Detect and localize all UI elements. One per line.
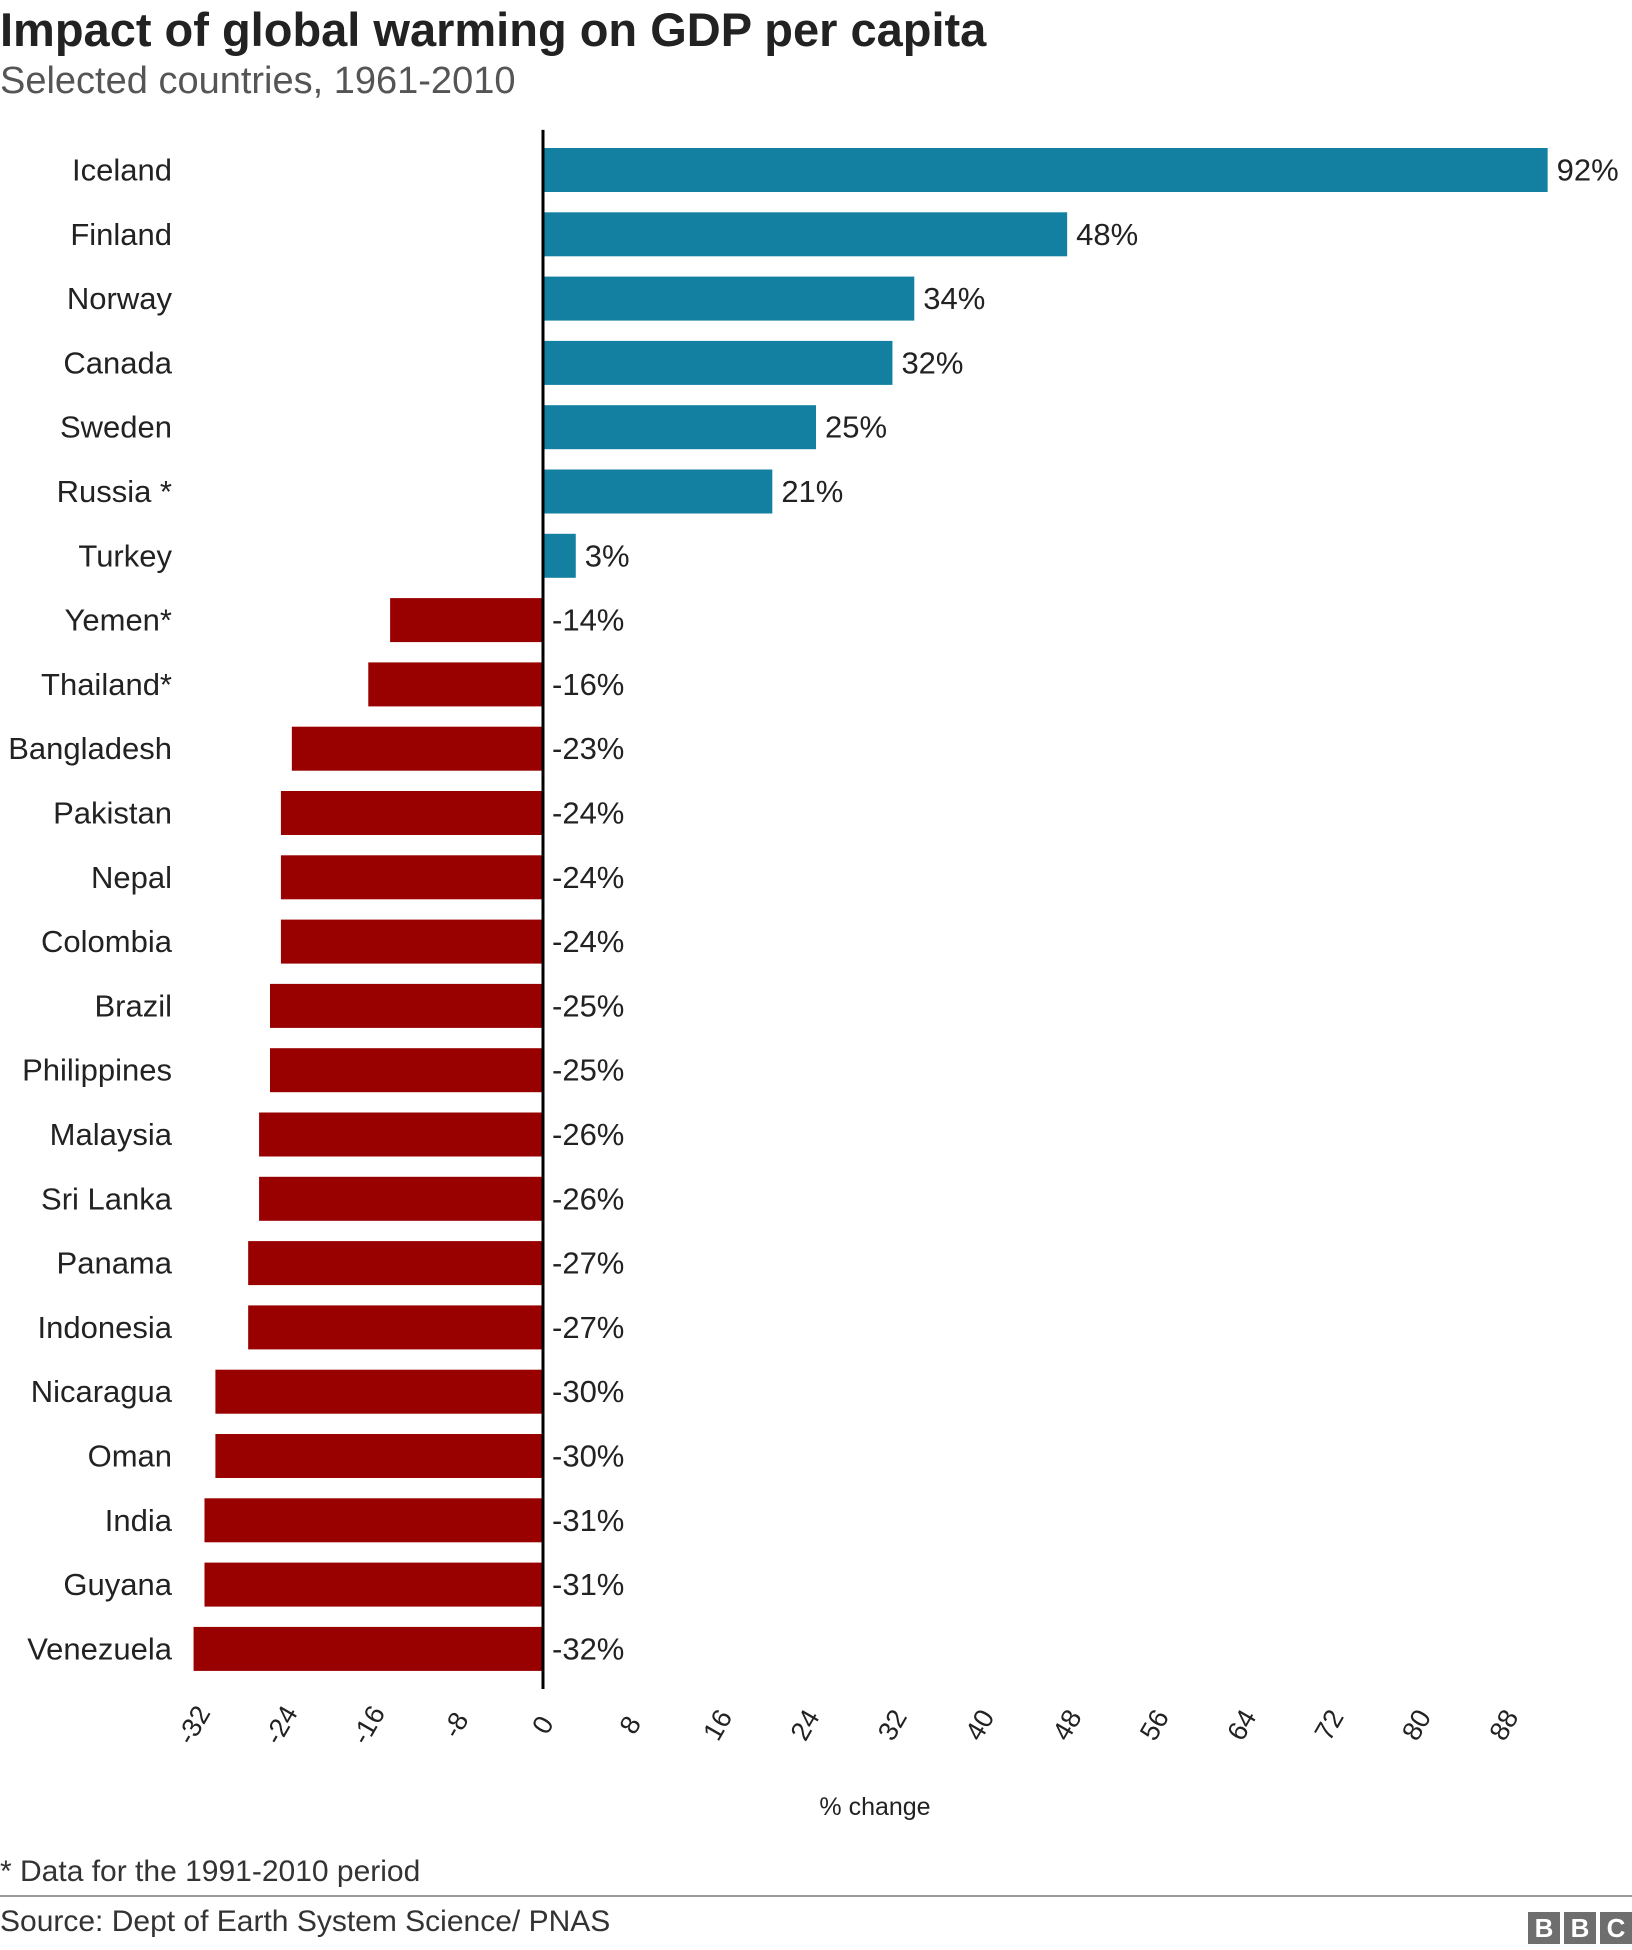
x-tick-label: 80: [1396, 1704, 1437, 1745]
bar: [280, 919, 543, 964]
data-label: -26%: [552, 1181, 624, 1216]
data-label: -31%: [552, 1503, 624, 1538]
category-label: India: [105, 1503, 173, 1538]
x-tick-label: 64: [1221, 1704, 1262, 1745]
data-label: 3%: [585, 538, 630, 573]
category-label: Malaysia: [50, 1117, 173, 1152]
bar: [543, 340, 893, 385]
x-tick-label: 40: [959, 1704, 1000, 1745]
bar: [259, 1176, 543, 1221]
data-label: 32%: [901, 345, 963, 380]
category-label: Colombia: [41, 924, 173, 959]
category-label: Brazil: [94, 988, 172, 1023]
x-tick-label: 32: [872, 1704, 913, 1745]
data-label: -14%: [552, 603, 624, 638]
x-tick-label: 48: [1047, 1704, 1088, 1745]
data-label: -26%: [552, 1117, 624, 1152]
x-tick-label: 0: [526, 1711, 559, 1739]
bar: [543, 405, 816, 450]
bar-chart: Iceland 92% Finland 48% Norway 34% Canada 32% Sw…: [8, 129, 1619, 1821]
data-label: -25%: [552, 988, 624, 1023]
bar: [270, 983, 543, 1028]
category-label: Sri Lanka: [41, 1181, 173, 1216]
category-label: Turkey: [78, 538, 172, 573]
logo-letter: B: [1528, 1912, 1560, 1944]
data-label: -30%: [552, 1439, 624, 1474]
bbc-logo: B B C: [1528, 1912, 1632, 1944]
bar: [543, 469, 773, 514]
x-tick-label: -32: [171, 1701, 216, 1750]
data-label: -27%: [552, 1246, 624, 1281]
category-label: Guyana: [63, 1567, 172, 1602]
footnote: * Data for the 1991-2010 period: [0, 1855, 421, 1888]
x-tick-label: 24: [785, 1704, 826, 1745]
data-label: 92%: [1557, 153, 1619, 188]
x-tick-label: -8: [437, 1707, 475, 1743]
x-axis-title: % change: [819, 1793, 930, 1821]
category-label: Pakistan: [53, 796, 172, 831]
category-label: Philippines: [22, 1053, 172, 1088]
bar: [543, 148, 1548, 192]
bar: [291, 726, 543, 771]
category-label: Finland: [70, 217, 172, 252]
bar: [390, 598, 543, 643]
category-label: Sweden: [60, 410, 172, 445]
footer-divider: [0, 1895, 1632, 1897]
bar: [270, 1048, 543, 1093]
chart-title: Impact of global warming on GDP per capi…: [0, 3, 987, 56]
bar: [204, 1498, 544, 1543]
x-tick-label: -24: [258, 1701, 303, 1750]
category-label: Venezuela: [27, 1631, 173, 1666]
bar: [543, 276, 915, 321]
data-label: -16%: [552, 667, 624, 702]
data-label: 48%: [1076, 217, 1138, 252]
data-label: 21%: [781, 474, 843, 509]
category-label: Oman: [88, 1439, 172, 1474]
bar: [215, 1434, 543, 1478]
bar: [543, 212, 1068, 257]
category-label: Panama: [57, 1246, 173, 1281]
category-label: Yemen*: [65, 603, 172, 638]
data-label: -24%: [552, 796, 624, 831]
logo-letter: C: [1600, 1912, 1632, 1944]
category-label: Iceland: [72, 153, 172, 188]
data-label: -24%: [552, 924, 624, 959]
bar: [280, 791, 543, 835]
x-tick-label: 8: [614, 1711, 647, 1739]
bar: [215, 1369, 543, 1414]
x-tick-label: -16: [346, 1701, 391, 1750]
bar: [248, 1305, 543, 1350]
category-label: Norway: [67, 281, 173, 316]
category-label: Thailand*: [41, 667, 172, 702]
category-label: Russia *: [57, 474, 172, 509]
data-label: -25%: [552, 1053, 624, 1088]
bar: [543, 533, 576, 578]
data-label: -30%: [552, 1374, 624, 1409]
x-tick-label: 16: [697, 1704, 738, 1745]
x-tick-label: 88: [1483, 1704, 1524, 1745]
x-tick-label: 72: [1309, 1704, 1350, 1745]
bar: [193, 1626, 543, 1671]
data-label: -24%: [552, 860, 624, 895]
bar: [259, 1112, 543, 1157]
x-tick-label: 56: [1134, 1704, 1175, 1745]
data-label: 25%: [825, 410, 887, 445]
category-label: Nepal: [91, 860, 172, 895]
logo-letter: B: [1564, 1912, 1596, 1944]
category-label: Indonesia: [38, 1310, 173, 1345]
bar: [248, 1241, 543, 1286]
category-label: Bangladesh: [8, 731, 172, 766]
bar: [204, 1562, 544, 1607]
data-label: -23%: [552, 731, 624, 766]
category-label: Canada: [63, 345, 172, 380]
source-note: Source: Dept of Earth System Science/ PN…: [0, 1905, 611, 1938]
data-label: -32%: [552, 1631, 624, 1666]
bar: [368, 662, 543, 707]
chart-subtitle: Selected countries, 1961-2010: [0, 60, 516, 102]
category-label: Nicaragua: [31, 1374, 173, 1409]
data-label: 34%: [923, 281, 985, 316]
data-label: -31%: [552, 1567, 624, 1602]
bar: [280, 855, 543, 900]
data-label: -27%: [552, 1310, 624, 1345]
